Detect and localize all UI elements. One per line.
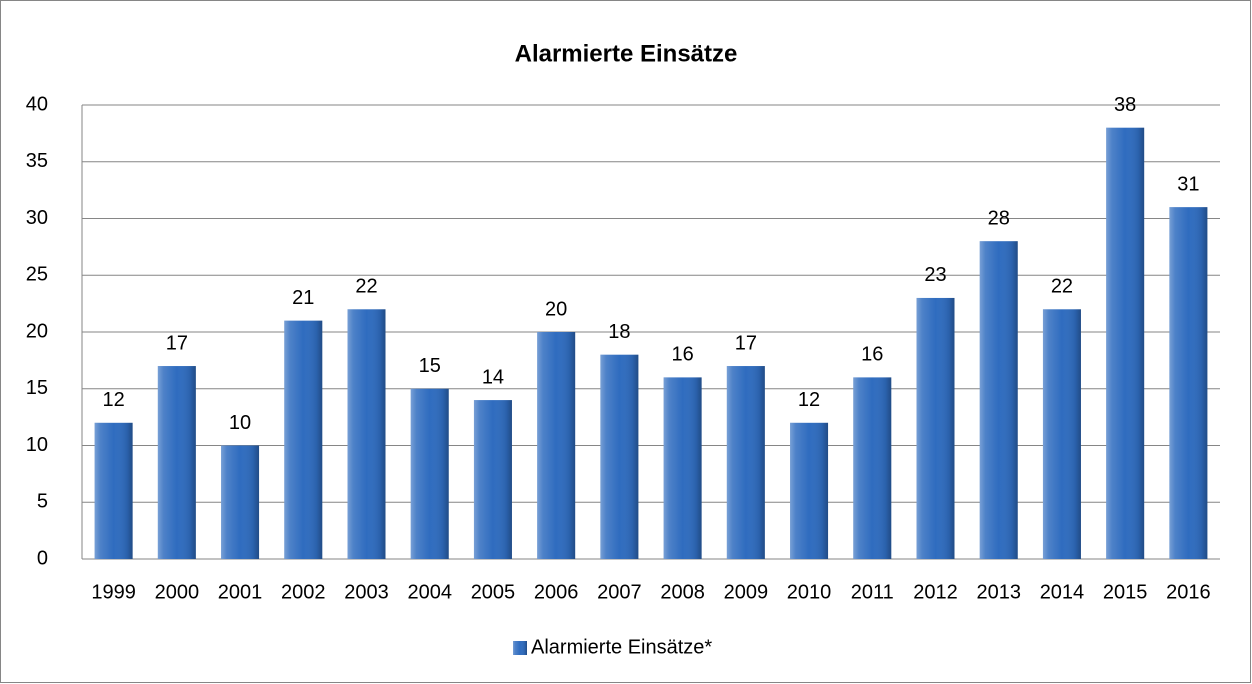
data-label: 17 [735,332,757,354]
x-tick-label: 2006 [534,581,579,603]
y-tick-label: 30 [26,207,48,229]
y-tick-label: 10 [26,434,48,456]
x-tick-label: 1999 [91,581,136,603]
y-tick-label: 40 [26,93,48,115]
x-tick-label: 2001 [218,581,263,603]
x-tick-label: 2013 [976,581,1021,603]
data-label: 16 [861,344,883,366]
y-tick-label: 25 [26,264,48,286]
data-label: 22 [355,276,377,298]
y-tick-label: 5 [37,491,48,513]
data-label: 10 [229,412,251,434]
bar-shade [916,297,955,559]
y-tick-label: 15 [26,377,48,399]
bar-shade [410,388,449,559]
chart-title: Alarmierte Einsätze [515,40,738,67]
bar-shade [790,422,829,559]
x-tick-label: 2009 [724,581,769,603]
data-label: 15 [419,355,441,377]
bar-shade [663,377,702,559]
bar-shade [473,400,512,559]
data-label: 31 [1177,173,1199,195]
bar-shade [221,445,260,559]
data-label: 20 [545,298,567,320]
bar-shade [1042,309,1081,559]
x-tick-label: 2014 [1040,581,1085,603]
bar-shade [979,241,1018,559]
x-tick-label: 2005 [471,581,516,603]
x-tick-label: 2000 [155,581,200,603]
data-label: 17 [166,332,188,354]
x-tick-label: 2010 [787,581,832,603]
y-tick-label: 20 [26,320,48,342]
bar-shade [1169,207,1208,559]
bar-shade [726,366,765,559]
bar-shade [94,422,133,559]
x-tick-label: 2004 [407,581,452,603]
legend-label: Alarmierte Einsätze* [531,636,712,658]
x-tick-label: 2015 [1103,581,1148,603]
data-label: 23 [924,264,946,286]
data-label: 16 [671,344,693,366]
data-label: 38 [1114,94,1136,116]
bar-shade [600,354,639,559]
x-tick-label: 2008 [660,581,705,603]
x-tick-label: 2016 [1166,581,1211,603]
y-tick-label: 0 [37,547,48,569]
data-label: 21 [292,287,314,309]
x-tick-label: 2002 [281,581,326,603]
x-tick-label: 2007 [597,581,642,603]
data-label: 28 [988,207,1010,229]
bar-shade [1106,127,1145,559]
bar-shade [853,377,892,559]
legend-swatch-shade [513,641,527,655]
data-label: 18 [608,321,630,343]
x-tick-label: 2012 [913,581,958,603]
x-tick-label: 2003 [344,581,389,603]
bar-shade [284,320,323,559]
data-label: 14 [482,366,504,388]
x-tick-label: 2011 [851,581,894,603]
data-label: 12 [102,389,124,411]
data-label: 12 [798,389,820,411]
bar-shade [157,366,196,559]
y-tick-label: 35 [26,150,48,172]
data-label: 22 [1051,276,1073,298]
bar-shade [347,309,386,559]
bar-shade [537,332,576,559]
